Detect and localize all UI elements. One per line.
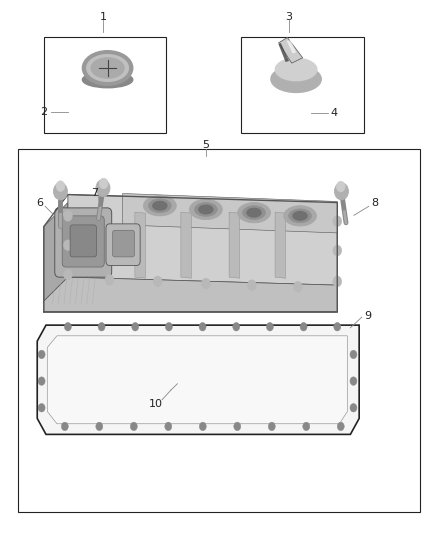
FancyBboxPatch shape (70, 225, 96, 257)
Ellipse shape (143, 196, 177, 216)
Circle shape (38, 377, 45, 385)
Polygon shape (229, 212, 240, 278)
Circle shape (201, 278, 210, 289)
Polygon shape (44, 203, 68, 301)
Circle shape (153, 276, 162, 287)
Polygon shape (286, 40, 296, 53)
Polygon shape (44, 301, 337, 312)
Circle shape (199, 322, 206, 331)
Bar (18, 149, 420, 512)
FancyBboxPatch shape (106, 224, 140, 265)
Circle shape (350, 350, 357, 359)
Ellipse shape (194, 203, 217, 216)
Ellipse shape (87, 55, 128, 82)
Ellipse shape (293, 212, 307, 220)
Ellipse shape (82, 72, 133, 88)
FancyBboxPatch shape (113, 230, 134, 257)
Ellipse shape (91, 58, 124, 78)
Ellipse shape (237, 203, 270, 223)
Text: 8: 8 (371, 198, 378, 207)
Circle shape (266, 322, 273, 331)
Ellipse shape (199, 205, 213, 214)
Text: 10: 10 (148, 399, 162, 409)
Ellipse shape (148, 199, 171, 213)
Circle shape (53, 183, 67, 200)
Circle shape (303, 422, 310, 431)
Circle shape (64, 322, 71, 331)
Polygon shape (68, 195, 337, 285)
Circle shape (96, 422, 103, 431)
Text: 6: 6 (36, 198, 43, 207)
Circle shape (234, 422, 241, 431)
Circle shape (165, 422, 172, 431)
Ellipse shape (284, 206, 316, 226)
Circle shape (350, 377, 357, 385)
Circle shape (333, 216, 342, 227)
Circle shape (64, 269, 72, 280)
FancyBboxPatch shape (62, 216, 104, 267)
Circle shape (166, 322, 173, 331)
Ellipse shape (271, 66, 321, 92)
Circle shape (38, 350, 45, 359)
Polygon shape (135, 212, 145, 278)
Circle shape (350, 403, 357, 412)
Circle shape (268, 422, 275, 431)
Text: 2: 2 (40, 107, 47, 117)
Circle shape (131, 422, 137, 431)
Polygon shape (275, 212, 286, 278)
Text: 1: 1 (99, 12, 106, 22)
Ellipse shape (82, 51, 133, 85)
Circle shape (293, 281, 302, 292)
Ellipse shape (153, 201, 167, 210)
Circle shape (335, 183, 349, 200)
Bar (241, 37, 364, 133)
Polygon shape (279, 37, 303, 63)
Polygon shape (47, 336, 347, 424)
Circle shape (96, 180, 110, 197)
Text: 5: 5 (202, 140, 209, 150)
Circle shape (56, 181, 65, 191)
Circle shape (64, 240, 72, 251)
Circle shape (99, 178, 108, 189)
Polygon shape (44, 277, 337, 312)
Text: 3: 3 (286, 12, 293, 22)
Circle shape (61, 422, 68, 431)
Circle shape (333, 276, 342, 287)
Circle shape (132, 322, 139, 331)
Polygon shape (181, 212, 191, 278)
Circle shape (64, 211, 72, 221)
Circle shape (300, 322, 307, 331)
Circle shape (247, 280, 256, 290)
Circle shape (98, 322, 105, 331)
Polygon shape (37, 325, 359, 434)
Text: 7: 7 (91, 188, 98, 198)
Circle shape (334, 322, 341, 331)
Ellipse shape (247, 208, 261, 217)
Circle shape (105, 274, 114, 285)
Circle shape (336, 181, 345, 192)
Ellipse shape (189, 199, 222, 220)
Ellipse shape (243, 206, 265, 220)
FancyBboxPatch shape (55, 208, 112, 277)
Bar (44, 37, 166, 133)
Circle shape (333, 245, 342, 256)
Text: 4: 4 (330, 108, 337, 118)
Circle shape (337, 422, 344, 431)
Text: 9: 9 (364, 311, 371, 320)
Circle shape (233, 322, 240, 331)
Polygon shape (123, 193, 337, 233)
Polygon shape (279, 43, 289, 62)
Circle shape (38, 403, 45, 412)
Ellipse shape (289, 209, 311, 223)
Circle shape (199, 422, 206, 431)
Ellipse shape (275, 58, 317, 80)
